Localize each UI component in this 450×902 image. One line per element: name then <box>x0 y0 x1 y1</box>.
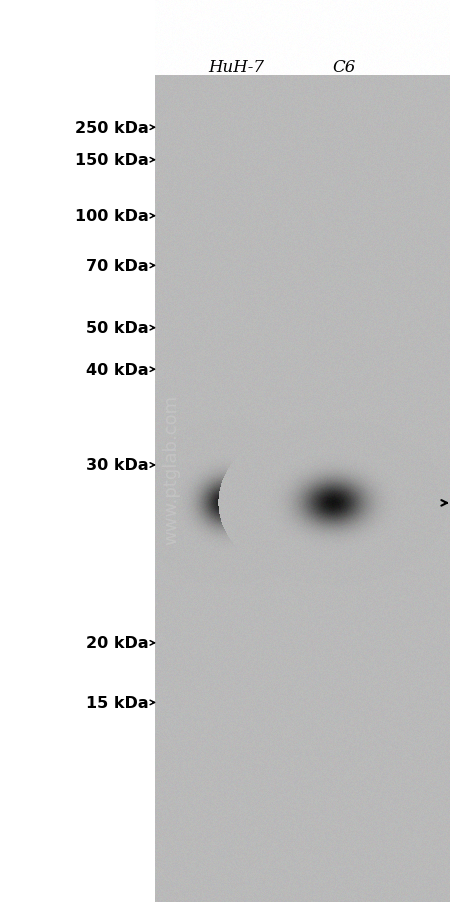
Text: 20 kDa: 20 kDa <box>86 636 149 650</box>
Text: 15 kDa: 15 kDa <box>86 695 149 710</box>
Text: 250 kDa: 250 kDa <box>75 121 149 135</box>
Text: www.ptglab.com: www.ptglab.com <box>162 394 180 544</box>
Text: C6: C6 <box>333 60 356 76</box>
Text: 150 kDa: 150 kDa <box>75 153 149 168</box>
Text: 50 kDa: 50 kDa <box>86 321 149 336</box>
Text: 30 kDa: 30 kDa <box>86 458 149 473</box>
Text: 70 kDa: 70 kDa <box>86 259 149 273</box>
Text: 100 kDa: 100 kDa <box>75 209 149 224</box>
Text: 40 kDa: 40 kDa <box>86 363 149 377</box>
Text: HuH-7: HuH-7 <box>208 60 264 76</box>
